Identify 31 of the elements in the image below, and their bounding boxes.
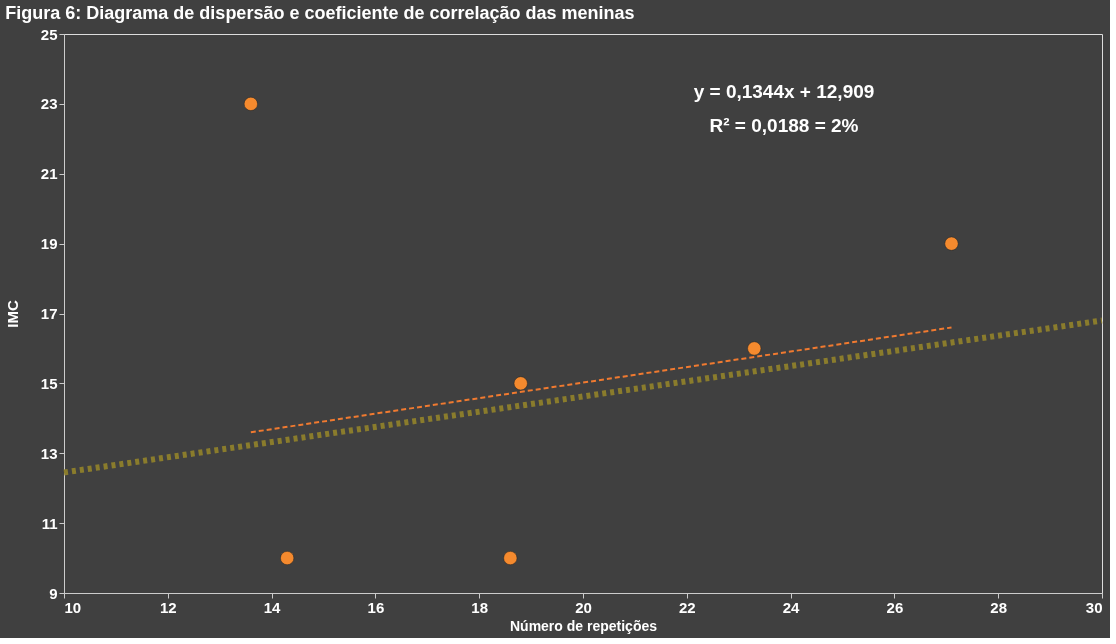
x-tick-label: 20 <box>575 598 592 616</box>
y-tick-label: 15 <box>40 374 58 392</box>
point <box>243 96 258 111</box>
point <box>503 551 518 566</box>
point <box>944 236 959 251</box>
x-tick-label: 28 <box>990 598 1008 616</box>
x-tick-label: 10 <box>64 598 82 616</box>
y-tick-label: 23 <box>40 95 58 113</box>
x-axis-title: Número de repetições <box>509 617 658 634</box>
y-tick-label: 11 <box>41 514 58 532</box>
x-tick-label: 12 <box>159 598 177 616</box>
y-tick-label: 19 <box>40 235 58 253</box>
x-tick-label: 16 <box>367 598 385 616</box>
x-tick-label: 26 <box>886 598 904 616</box>
x-tick-label: 24 <box>782 598 801 616</box>
x-tick-label: 18 <box>471 598 489 616</box>
x-tick-label: 22 <box>678 598 696 616</box>
y-tick-label: 21 <box>40 165 58 183</box>
point <box>747 341 762 356</box>
point <box>513 376 528 391</box>
point <box>280 551 295 566</box>
y-tick-label: 13 <box>40 444 58 462</box>
chart-title: Figura 6: Diagrama de dispersão e coeficiente de correlação das meninas <box>5 3 635 23</box>
annotation: y = 0,1344x + 12,909 <box>693 81 875 102</box>
y-axis-title: IMC <box>3 300 21 328</box>
x-tick-label: 30 <box>1085 598 1103 616</box>
y-tick-label: 9 <box>49 584 58 602</box>
annotation: R² = 0,0188 = 2% <box>709 115 859 136</box>
y-tick-label: 25 <box>40 25 58 43</box>
x-tick-label: 14 <box>263 598 282 616</box>
y-tick-label: 17 <box>40 305 58 322</box>
